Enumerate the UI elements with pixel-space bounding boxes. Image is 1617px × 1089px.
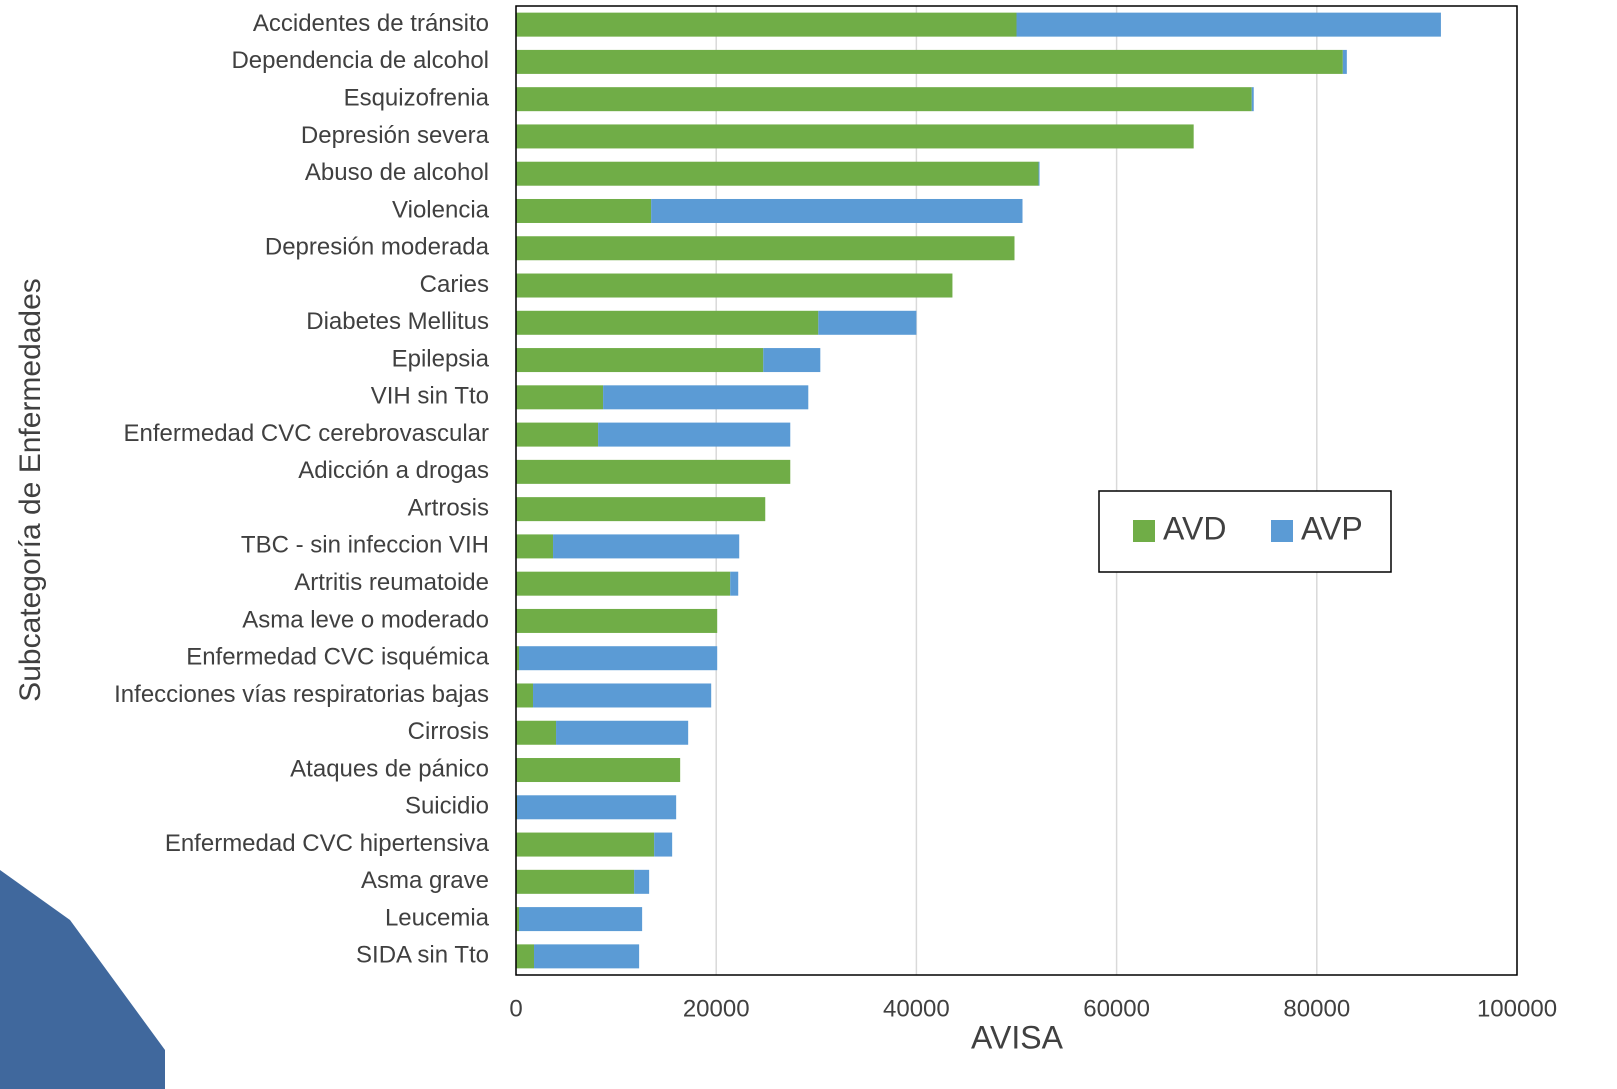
- bar-segment: [516, 87, 1252, 111]
- bar-segment: [598, 423, 790, 447]
- bar-segment: [651, 199, 1022, 223]
- bar-segment: [516, 348, 763, 372]
- y-tick-label: Depresión moderada: [265, 234, 490, 261]
- bar-segment: [553, 534, 739, 558]
- bar-segment: [516, 311, 818, 335]
- y-tick-label: Artrosis: [408, 494, 489, 521]
- bar-segment: [516, 199, 651, 223]
- chart: AVISA Subcategoría de Enfermedades 0 2000…: [0, 0, 1617, 1089]
- bar-segment: [516, 944, 534, 968]
- x-axis-title: AVISA: [971, 1019, 1064, 1055]
- bar-segment: [516, 534, 553, 558]
- y-tick-label: Abuso de alcohol: [305, 159, 489, 186]
- y-tick-label: Suicidio: [405, 793, 489, 820]
- bar-segment: [516, 683, 533, 707]
- bar-segment: [516, 758, 680, 782]
- bar-segment: [516, 833, 654, 857]
- bar-segment: [603, 385, 808, 409]
- x-tick-label: 80000: [1283, 995, 1350, 1022]
- y-tick-label: Esquizofrenia: [344, 85, 490, 112]
- y-tick-label: Caries: [420, 271, 489, 298]
- legend-swatch: [1271, 520, 1293, 542]
- y-tick-label: Accidentes de tránsito: [253, 10, 489, 37]
- y-tick-label: Enfermedad CVC hipertensiva: [165, 830, 490, 857]
- bar-segment: [516, 162, 1039, 186]
- x-tick-label: 60000: [1083, 995, 1150, 1022]
- bar-segment: [534, 944, 639, 968]
- bar-segment: [533, 683, 711, 707]
- y-tick-label: Enfermedad CVC cerebrovascular: [124, 420, 490, 447]
- y-tick-label: Leucemia: [385, 904, 490, 931]
- y-tick-label: Dependencia de alcohol: [231, 47, 489, 74]
- bar-segment: [1252, 87, 1254, 111]
- bar-segment: [516, 870, 634, 894]
- bar-segment: [516, 423, 598, 447]
- bar-segment: [517, 795, 676, 819]
- y-tick-label: TBC - sin infeccion VIH: [241, 532, 489, 559]
- x-tick-label: 0: [509, 995, 522, 1022]
- y-tick-label: Infecciones vías respiratorias bajas: [114, 681, 489, 708]
- legend-label: AVP: [1301, 510, 1363, 546]
- y-tick-label: Asma grave: [361, 867, 489, 894]
- y-tick-label: Asma leve o moderado: [242, 606, 489, 633]
- y-tick-label: Violencia: [392, 196, 490, 223]
- legend: AVD AVP: [1099, 491, 1391, 572]
- bar-segment: [516, 236, 1014, 260]
- x-tick-label: 20000: [683, 995, 750, 1022]
- bar-segment: [1017, 13, 1441, 37]
- y-tick-label: Artritis reumatoide: [294, 569, 489, 596]
- bar-segment: [730, 572, 738, 596]
- bar-segment: [516, 609, 717, 633]
- bar-segment: [556, 721, 688, 745]
- y-tick-label: Ataques de pánico: [290, 755, 489, 782]
- y-axis-title: Subcategoría de Enfermedades: [14, 278, 47, 702]
- bar-segment: [516, 385, 603, 409]
- bar-segment: [516, 50, 1343, 74]
- bar-segment: [516, 13, 1017, 37]
- bar-segment: [516, 124, 1194, 148]
- bar-segment: [1039, 162, 1040, 186]
- y-tick-label: Depresión severa: [301, 122, 490, 149]
- bar-segment: [763, 348, 820, 372]
- bar-segment: [818, 311, 916, 335]
- legend-label: AVD: [1163, 510, 1226, 546]
- bar-segment: [516, 572, 730, 596]
- bar-segment: [516, 274, 952, 298]
- bar-segment: [516, 460, 790, 484]
- bar-segment: [1343, 50, 1347, 74]
- y-tick-label: Cirrosis: [408, 718, 489, 745]
- bar-segment: [634, 870, 649, 894]
- bar-segment: [519, 646, 717, 670]
- bar-segment: [654, 833, 672, 857]
- legend-swatch: [1133, 520, 1155, 542]
- bar-segment: [519, 907, 642, 931]
- y-tick-label: SIDA sin Tto: [356, 942, 489, 969]
- x-tick-label: 40000: [883, 995, 950, 1022]
- y-tick-label: Enfermedad CVC isquémica: [186, 644, 489, 671]
- decoration: [0, 870, 165, 1089]
- y-tick-label: Diabetes Mellitus: [306, 308, 489, 335]
- bar-segment: [516, 497, 765, 521]
- y-tick-label: Epilepsia: [392, 345, 490, 372]
- y-tick-label: Adicción a drogas: [298, 457, 489, 484]
- bar-segment: [516, 721, 556, 745]
- x-tick-label: 100000: [1477, 995, 1557, 1022]
- y-tick-label: VIH sin Tto: [371, 383, 489, 410]
